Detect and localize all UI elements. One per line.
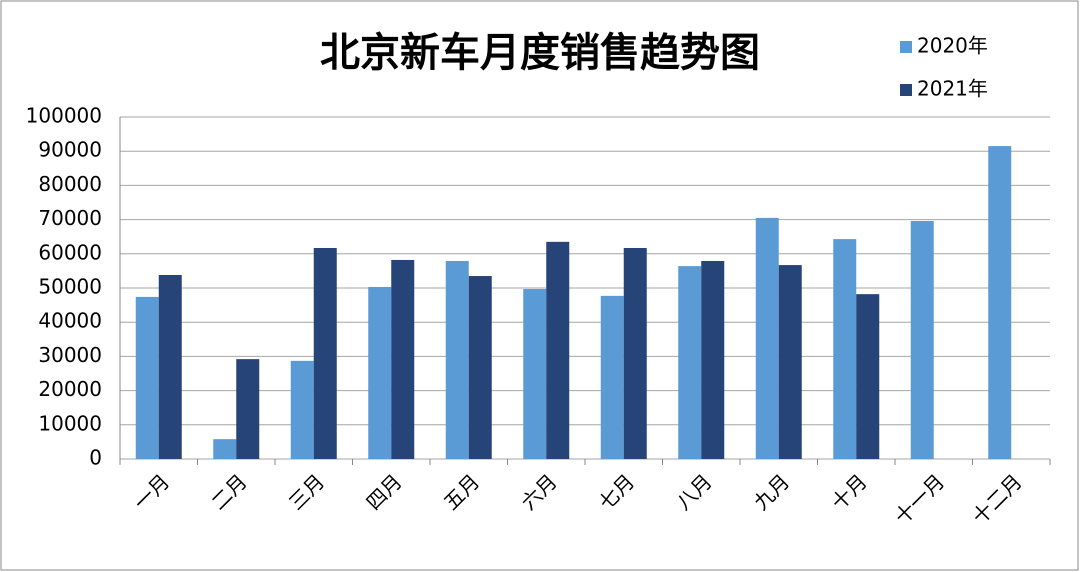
bar: [290, 360, 314, 459]
bar: [833, 239, 857, 459]
legend-label: 2021年: [917, 77, 988, 101]
y-tick-label: 80000: [38, 172, 102, 196]
bar: [213, 439, 237, 459]
bar: [445, 260, 469, 459]
bar: [856, 294, 880, 459]
bar: [236, 359, 260, 459]
y-tick-label: 60000: [38, 240, 102, 264]
legend-swatch: [900, 84, 912, 96]
y-tick-label: 0: [89, 446, 102, 470]
bar: [778, 265, 802, 459]
bar: [523, 289, 547, 459]
bar: [623, 247, 647, 459]
y-tick-label: 90000: [38, 138, 102, 162]
bar: [135, 296, 159, 459]
legend-swatch: [900, 41, 912, 53]
y-tick-label: 70000: [38, 206, 102, 230]
y-tick-label: 20000: [38, 377, 102, 401]
bar: [158, 275, 182, 459]
bar: [368, 286, 392, 459]
chart-title: 北京新车月度销售趋势图: [320, 30, 760, 76]
bar: [313, 247, 337, 459]
y-tick-label: 100000: [26, 104, 102, 128]
bar: [988, 146, 1012, 459]
y-tick-label: 40000: [38, 309, 102, 333]
y-tick-label: 30000: [38, 343, 102, 367]
bar: [910, 220, 934, 459]
bar: [468, 276, 492, 459]
y-tick-label: 10000: [38, 411, 102, 435]
y-tick-label: 50000: [38, 275, 102, 299]
legend-label: 2020年: [917, 34, 988, 58]
bar: [678, 266, 702, 459]
bar: [546, 241, 570, 459]
bar: [755, 217, 779, 459]
bar: [391, 259, 415, 459]
bar: [701, 260, 725, 459]
bar: [600, 295, 624, 459]
